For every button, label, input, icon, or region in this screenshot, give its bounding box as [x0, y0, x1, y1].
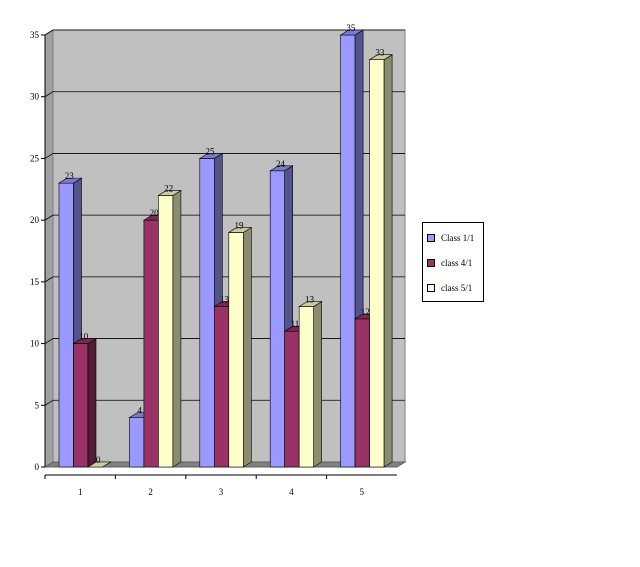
data-label-s3-c4: 13 — [305, 295, 315, 305]
x-tick-label-5: 5 — [360, 487, 365, 497]
bar-s3-c2 — [158, 195, 174, 468]
data-label-s2-c2: 20 — [150, 208, 160, 218]
legend-item-series-3: class 5/1 — [427, 282, 472, 294]
legend-label-series-2: class 4/1 — [441, 258, 473, 268]
bar-s3-c3 — [228, 232, 244, 468]
gridline-side-5 — [44, 399, 54, 406]
bar-s2-c2 — [143, 219, 159, 468]
legend-swatch-series-1 — [427, 234, 435, 242]
gridline-side-10 — [44, 338, 54, 344]
legend-item-series-2: class 4/1 — [427, 257, 472, 269]
y-tick-label-35: 35 — [30, 30, 40, 40]
bar-side-s3-c4 — [313, 301, 323, 468]
bar-s3-c5 — [369, 59, 385, 468]
bar-s2-c4 — [284, 330, 300, 468]
bar-top-s3-c2 — [157, 190, 182, 196]
y-tick-label-20: 20 — [30, 215, 40, 225]
gridline-side-30 — [44, 91, 54, 98]
bar-top-s3-c1 — [86, 461, 112, 468]
y-tick-label-5: 5 — [35, 400, 40, 410]
data-label-s3-c3: 19 — [235, 220, 245, 230]
x-tick-label-3: 3 — [219, 487, 224, 497]
legend: Class 1/1 class 4/1 class 5/1 — [422, 222, 484, 302]
bar-top-s1-c4 — [269, 165, 294, 172]
x-tick-label-4: 4 — [289, 487, 294, 497]
bar-s1-c4 — [269, 170, 286, 468]
x-tick-label-1: 1 — [78, 487, 83, 497]
y-tick-label-0: 0 — [35, 462, 40, 472]
bar-side-s2-c1 — [87, 338, 97, 468]
data-label-s2-c4: 11 — [291, 319, 300, 329]
gridline-side-35 — [44, 29, 54, 36]
bar-s2-c1 — [73, 343, 89, 468]
x-tick-label-2: 2 — [148, 487, 153, 497]
data-label-s3-c5: 33 — [375, 48, 385, 58]
bar-s2-c5 — [354, 318, 370, 468]
bar-top-s1-c3 — [198, 153, 224, 159]
legend-label-series-3: class 5/1 — [441, 283, 473, 293]
gridline-side-25 — [44, 153, 54, 159]
data-label-s2-c3: 13 — [220, 295, 230, 305]
data-label-s2-c5: 12 — [361, 307, 370, 317]
bar-side-s3-c2 — [172, 189, 182, 468]
bar-s3-c4 — [298, 306, 315, 468]
gridline-side-15 — [44, 276, 54, 283]
legend-label-series-1: Class 1/1 — [441, 233, 475, 243]
bar-s1-c2 — [129, 417, 145, 468]
bar-top-s1-c5 — [339, 29, 365, 36]
data-label-s3-c2: 22 — [164, 183, 173, 193]
y-tick-label-15: 15 — [30, 277, 40, 287]
legend-swatch-series-3 — [427, 284, 435, 292]
data-label-s3-c1: 0 — [96, 455, 101, 465]
y-tick-label-10: 10 — [30, 339, 40, 349]
data-label-s1-c5: 35 — [346, 23, 356, 33]
data-label-s1-c3: 25 — [206, 146, 216, 156]
data-label-s1-c4: 24 — [276, 159, 286, 169]
bar-s2-c3 — [214, 306, 230, 468]
data-label-s2-c1: 10 — [79, 332, 89, 342]
bar-side-s3-c5 — [383, 54, 393, 468]
gridline-side-20 — [44, 214, 54, 221]
bar-s1-c3 — [199, 158, 215, 468]
bar-side-s3-c3 — [243, 226, 252, 468]
legend-swatch-series-2 — [427, 259, 435, 267]
bar-top-s3-c3 — [227, 227, 253, 233]
y-tick-label-25: 25 — [30, 153, 40, 163]
bar-s1-c5 — [340, 34, 356, 468]
bar-s1-c1 — [58, 182, 74, 468]
legend-item-series-1: Class 1/1 — [427, 232, 474, 244]
data-label-s1-c1: 23 — [65, 171, 75, 181]
bar-top-s3-c4 — [298, 301, 323, 307]
y-tick-label-30: 30 — [30, 92, 40, 102]
bar-top-s3-c5 — [368, 54, 394, 60]
bar-top-s1-c1 — [57, 177, 83, 184]
data-label-s1-c2: 4 — [137, 406, 142, 416]
bar-top-s2-c1 — [72, 338, 98, 344]
